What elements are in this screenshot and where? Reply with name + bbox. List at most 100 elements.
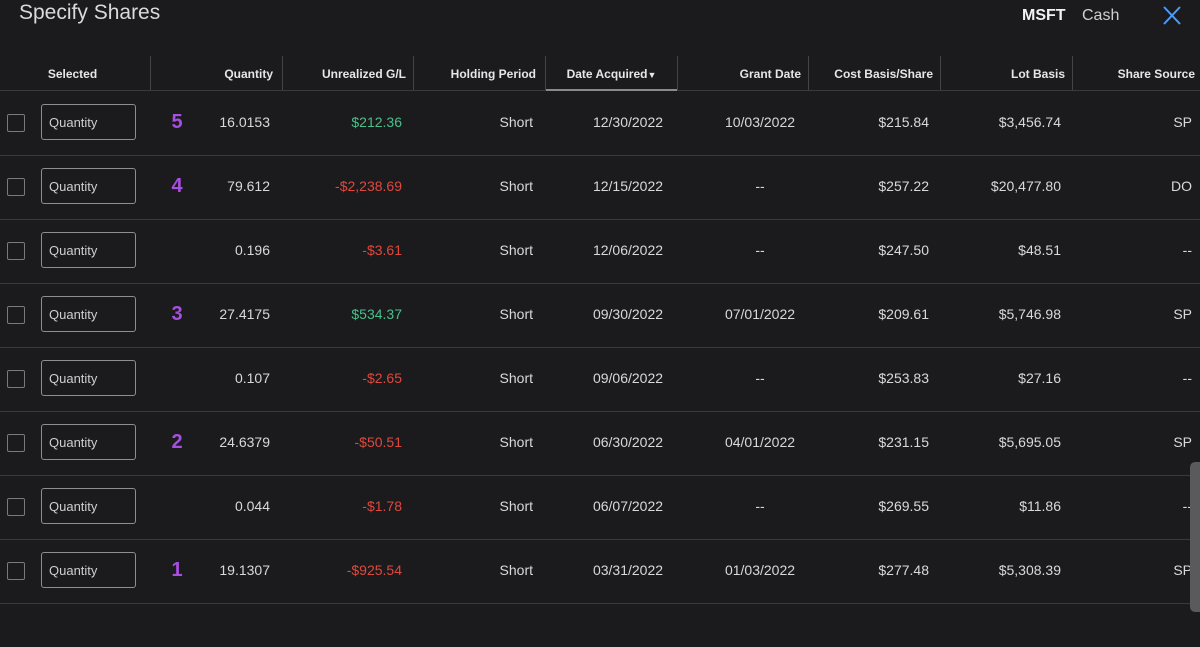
cell-holding-period: Short: [499, 306, 533, 322]
table-row: 1 19.1307 -$925.54 Short 03/31/2022 01/03/202…: [0, 540, 1200, 604]
select-checkbox[interactable]: [7, 242, 25, 260]
cell-grant-date: --: [755, 178, 765, 194]
col-grant-date[interactable]: Grant Date: [739, 67, 801, 81]
col-divider: [677, 56, 678, 90]
table-row: 2 24.6379 -$50.51 Short 06/30/2022 04/01/2022…: [0, 412, 1200, 476]
quantity-input[interactable]: [41, 104, 136, 140]
cell-quantity: 0.044: [234, 498, 270, 514]
cell-cost-basis: $209.61: [878, 306, 929, 322]
cell-share-source: --: [1182, 498, 1192, 514]
cell-cost-basis: $215.84: [878, 114, 929, 130]
table-row: 0.107 -$2.65 Short 09/06/2022 -- $253.83 $27.1…: [0, 348, 1200, 412]
table-row: 0.196 -$3.61 Short 12/06/2022 -- $247.50 $48.5…: [0, 220, 1200, 284]
table-row: 4 79.612 -$2,238.69 Short 12/15/2022 -- $257.2…: [0, 156, 1200, 220]
cell-share-source: SP: [1173, 114, 1192, 130]
quantity-input[interactable]: [41, 360, 136, 396]
select-checkbox[interactable]: [7, 114, 25, 132]
cell-share-source: --: [1182, 370, 1192, 386]
cell-quantity: 24.6379: [219, 434, 270, 450]
cell-date-acquired: 06/30/2022: [592, 434, 664, 450]
col-divider: [282, 56, 283, 90]
cell-date-acquired: 12/15/2022: [592, 178, 664, 194]
col-divider: [940, 56, 941, 90]
cell-unrealized-gl: $534.37: [351, 306, 402, 322]
cell-unrealized-gl: -$50.51: [354, 434, 402, 450]
select-checkbox[interactable]: [7, 306, 25, 324]
cell-date-acquired: 12/30/2022: [592, 114, 664, 130]
col-unrealized-gl[interactable]: Unrealized G/L: [321, 67, 406, 81]
annotation-number: 2: [171, 431, 183, 453]
cell-quantity: 0.107: [234, 370, 270, 386]
col-lot-basis[interactable]: Lot Basis: [1010, 67, 1065, 81]
cell-holding-period: Short: [499, 498, 533, 514]
cell-cost-basis: $253.83: [878, 370, 929, 386]
cell-holding-period: Short: [499, 434, 533, 450]
cell-lot-basis: $5,308.39: [998, 562, 1061, 578]
quantity-input[interactable]: [41, 232, 136, 268]
cell-share-source: DO: [1171, 178, 1192, 194]
cell-grant-date: 01/03/2022: [724, 562, 796, 578]
caret-down-icon: ▼: [647, 70, 657, 80]
quantity-input[interactable]: [41, 488, 136, 524]
col-share-source[interactable]: Share Source: [1117, 67, 1195, 81]
cell-holding-period: Short: [499, 562, 533, 578]
cell-unrealized-gl: -$3.61: [362, 242, 402, 258]
quantity-input[interactable]: [41, 424, 136, 460]
cell-lot-basis: $5,746.98: [998, 306, 1061, 322]
cell-cost-basis: $247.50: [878, 242, 929, 258]
cell-grant-date: 10/03/2022: [724, 114, 796, 130]
cell-cost-basis: $277.48: [878, 562, 929, 578]
quantity-input[interactable]: [41, 168, 136, 204]
cell-cost-basis: $257.22: [878, 178, 929, 194]
cell-date-acquired: 09/06/2022: [592, 370, 664, 386]
dialog-title: Specify Shares: [19, 1, 161, 24]
select-checkbox[interactable]: [7, 498, 25, 516]
close-icon[interactable]: [1159, 5, 1185, 27]
col-divider: [545, 56, 546, 90]
quantity-input[interactable]: [41, 296, 136, 332]
cell-date-acquired: 09/30/2022: [592, 306, 664, 322]
cell-grant-date: 04/01/2022: [724, 434, 796, 450]
cell-holding-period: Short: [499, 242, 533, 258]
cell-holding-period: Short: [499, 178, 533, 194]
select-checkbox[interactable]: [7, 178, 25, 196]
cell-share-source: SP: [1173, 306, 1192, 322]
cell-lot-basis: $5,695.05: [998, 434, 1061, 450]
select-checkbox[interactable]: [7, 370, 25, 388]
select-checkbox[interactable]: [7, 434, 25, 452]
col-quantity[interactable]: Quantity: [224, 67, 273, 81]
cell-quantity: 19.1307: [219, 562, 270, 578]
cell-date-acquired: 06/07/2022: [592, 498, 664, 514]
annotation-number: 4: [171, 175, 183, 197]
quantity-input[interactable]: [41, 552, 136, 588]
col-holding-period[interactable]: Holding Period: [450, 67, 536, 81]
col-divider: [1072, 56, 1073, 90]
cell-lot-basis: $27.16: [1018, 370, 1061, 386]
annotation-number: 5: [171, 111, 183, 133]
scrollbar[interactable]: [1190, 462, 1200, 612]
cell-unrealized-gl: $212.36: [351, 114, 402, 130]
cell-grant-date: --: [755, 498, 765, 514]
cell-quantity: 0.196: [234, 242, 270, 258]
cell-holding-period: Short: [499, 370, 533, 386]
cell-grant-date: --: [755, 370, 765, 386]
select-checkbox[interactable]: [7, 562, 25, 580]
cell-cost-basis: $231.15: [878, 434, 929, 450]
table-header: Selected Quantity Unrealized G/L Holding…: [0, 56, 1200, 91]
cell-grant-date: --: [755, 242, 765, 258]
table-row: 3 27.4175 $534.37 Short 09/30/2022 07/01/2022…: [0, 284, 1200, 348]
col-date-acquired-label: Date Acquired: [566, 67, 648, 81]
cell-lot-basis: $20,477.80: [990, 178, 1061, 194]
symbol-label: MSFT: [1022, 7, 1066, 24]
cell-quantity: 79.612: [227, 178, 270, 194]
cell-share-source: SP: [1173, 434, 1192, 450]
col-date-acquired[interactable]: Date Acquired▼: [546, 56, 677, 91]
cell-holding-period: Short: [499, 114, 533, 130]
cell-unrealized-gl: -$1.78: [362, 498, 402, 514]
cell-quantity: 27.4175: [219, 306, 270, 322]
cell-share-source: --: [1182, 242, 1192, 258]
cell-lot-basis: $11.86: [1019, 498, 1061, 514]
cell-quantity: 16.0153: [219, 114, 270, 130]
annotation-number: 3: [171, 303, 183, 325]
col-cost-basis[interactable]: Cost Basis/Share: [834, 67, 933, 81]
